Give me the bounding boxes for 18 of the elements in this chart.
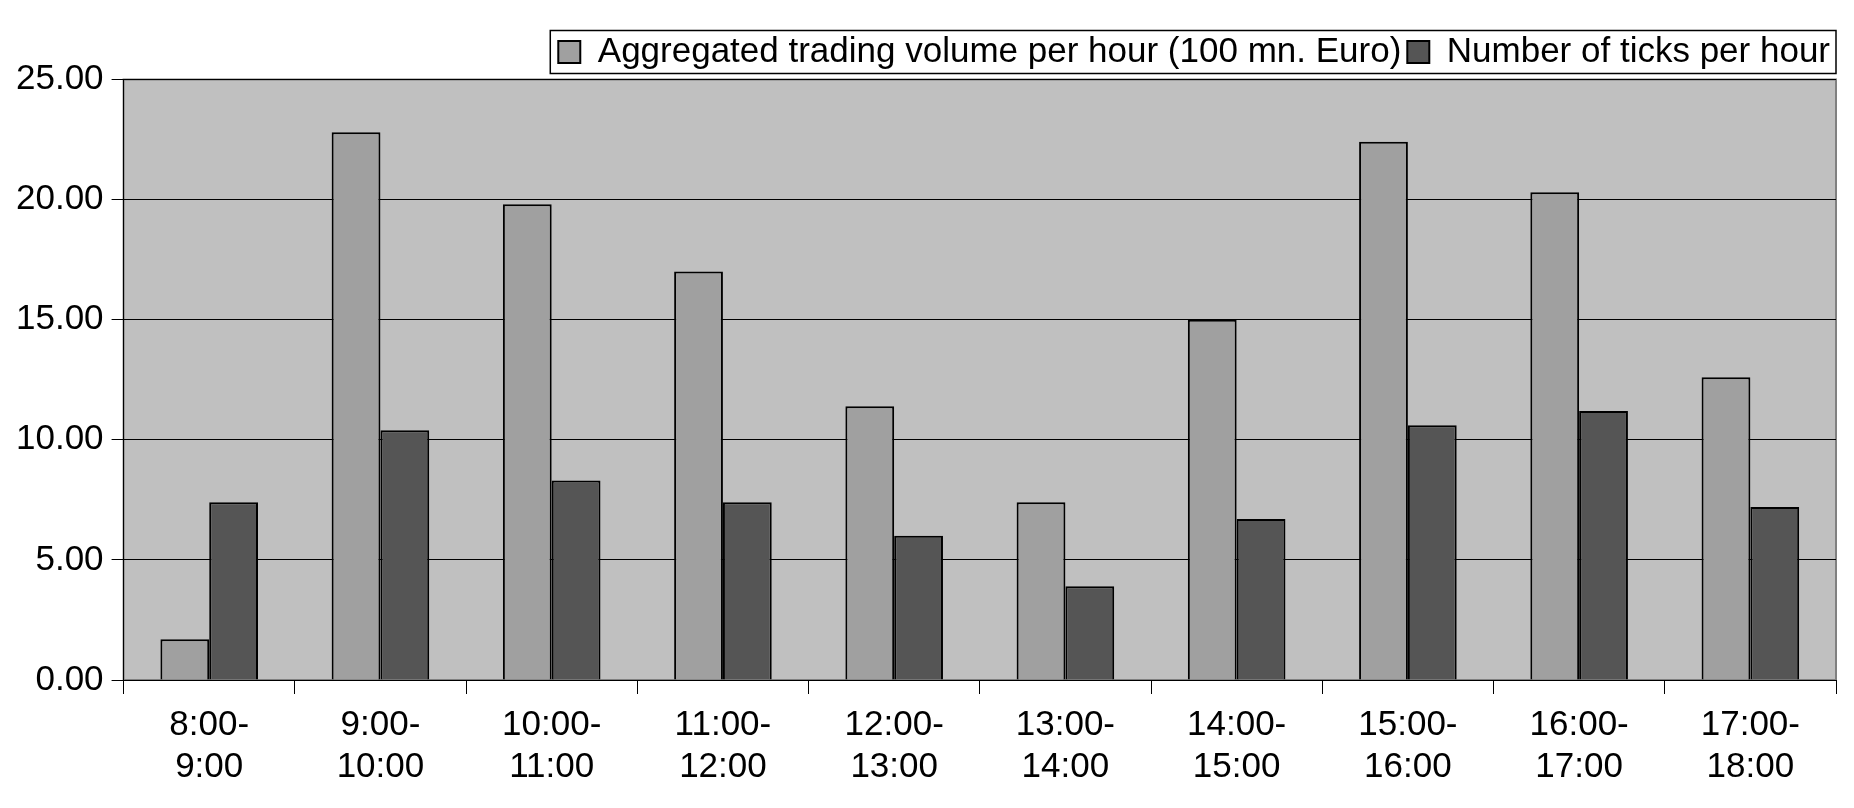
y-tick-label: 20.00	[15, 177, 104, 217]
y-tick-label: 0.00	[35, 657, 104, 697]
x-tick-label: 8:00-9:00	[169, 702, 250, 784]
legend-label: Aggregated trading volume per hour (100 mn. Euro)	[597, 29, 1402, 69]
y-tick-label: 15.00	[15, 297, 104, 337]
x-tick-label: 17:00-18:00	[1700, 702, 1800, 784]
x-tick-label: 13:00-14:00	[1015, 702, 1116, 784]
x-tick-label: 10:00-11:00	[502, 702, 602, 784]
x-tick-label: 11:00-12:00	[674, 702, 772, 784]
x-tick-label: 12:00-13:00	[844, 702, 944, 784]
y-tick-label: 25.00	[15, 57, 104, 97]
x-tick-label: 9:00-10:00	[336, 702, 425, 784]
y-tick-label: 5.00	[35, 537, 104, 577]
legend-label: Number of ticks per hour	[1446, 29, 1831, 69]
x-tick-label: 16:00-17:00	[1529, 702, 1629, 784]
x-tick-label: 14:00-15:00	[1187, 702, 1287, 784]
x-tick-label: 15:00-16:00	[1358, 702, 1458, 784]
y-tick-label: 10.00	[15, 417, 104, 457]
